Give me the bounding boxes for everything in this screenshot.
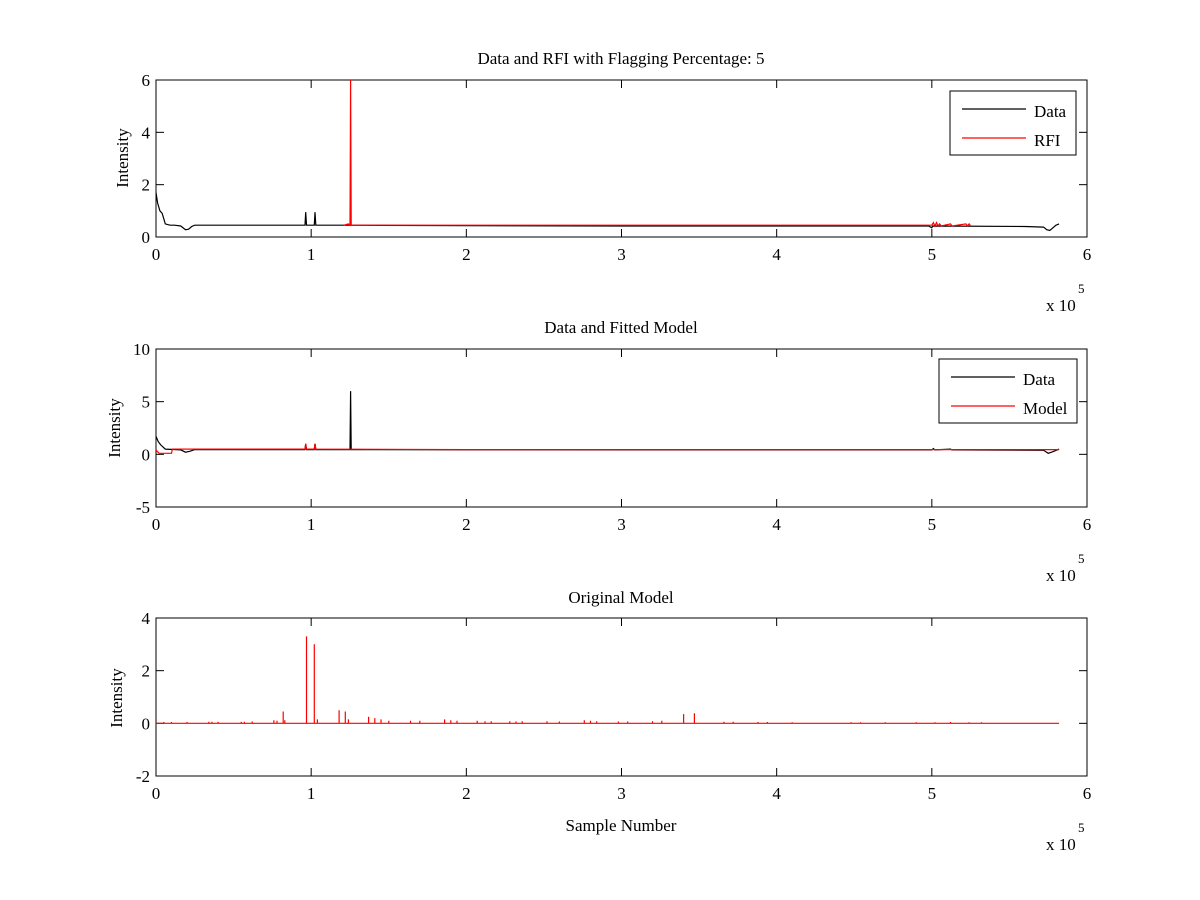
x-tick-label: 3: [617, 784, 626, 803]
subplot-data-and-fitted-model: Data and Fitted Model Intensity 0 1 2 3 4 5 6 -…: [105, 318, 1091, 585]
series-line-rfi: [343, 80, 972, 228]
subplot-title: Data and Fitted Model: [544, 318, 698, 337]
x-tick-label: 1: [307, 245, 316, 264]
legend-label: Data: [1023, 370, 1056, 389]
legend-box: [938, 358, 1078, 424]
y-axis-label: Intensity: [105, 398, 124, 458]
x-tick-label: 0: [152, 245, 161, 264]
y-axis-label: Intensity: [113, 128, 132, 188]
subplot-original-model: Original Model Intensity Sample Number 0…: [107, 588, 1091, 854]
y-axis-label: Intensity: [107, 668, 126, 728]
legend-box: [949, 90, 1077, 156]
y-tick-label: 2: [142, 176, 151, 195]
x-tick-label: 5: [928, 515, 937, 534]
x-tick-label: 4: [772, 784, 781, 803]
x-tick-label: 0: [152, 784, 161, 803]
x-exponent-power: 5: [1078, 281, 1085, 296]
y-tick-label: -5: [136, 498, 150, 517]
y-tick-label: 5: [142, 393, 151, 412]
legend-label: Data: [1034, 102, 1067, 121]
x-tick-label: 5: [928, 245, 937, 264]
x-tick-label: 2: [462, 245, 471, 264]
legend-label: RFI: [1034, 131, 1061, 150]
x-tick-label: 2: [462, 784, 471, 803]
subplot-title: Original Model: [568, 588, 674, 607]
legend: Data Model: [938, 358, 1078, 424]
x-exponent-power: 5: [1078, 551, 1085, 566]
y-tick-label: 4: [142, 609, 151, 628]
subplot-title: Data and RFI with Flagging Percentage: 5: [477, 49, 764, 68]
series-line-data: [156, 192, 1060, 232]
y-tick-label: 0: [142, 445, 151, 464]
y-tick-label: 10: [133, 340, 150, 359]
x-tick-label: 2: [462, 515, 471, 534]
y-tick-label: 2: [142, 662, 151, 681]
x-tick-label: 4: [772, 245, 781, 264]
x-exponent-base: x 10: [1046, 566, 1076, 585]
x-tick-label: 3: [617, 245, 626, 264]
y-tick-label: 0: [142, 714, 151, 733]
x-tick-label: 4: [772, 515, 781, 534]
legend: Data RFI: [949, 90, 1077, 156]
x-exponent-base: x 10: [1046, 296, 1076, 315]
legend-label: Model: [1023, 399, 1068, 418]
x-axis-label: Sample Number: [566, 816, 677, 835]
series-line-model: [156, 443, 1060, 454]
y-tick-label: 0: [142, 228, 151, 247]
x-tick-label: 6: [1083, 245, 1092, 264]
x-tick-label: 0: [152, 515, 161, 534]
y-tick-label: 6: [142, 71, 151, 90]
y-tick-label: 4: [142, 123, 151, 142]
x-tick-label: 6: [1083, 515, 1092, 534]
y-tick-label: -2: [136, 767, 150, 786]
x-tick-label: 6: [1083, 784, 1092, 803]
x-tick-label: 5: [928, 784, 937, 803]
x-tick-label: 1: [307, 515, 316, 534]
x-tick-label: 3: [617, 515, 626, 534]
x-exponent-base: x 10: [1046, 835, 1076, 854]
x-tick-label: 1: [307, 784, 316, 803]
x-exponent-power: 5: [1078, 820, 1085, 835]
series-line-model: [156, 636, 1060, 724]
subplot-data-and-rfi: Data and RFI with Flagging Percentage: 5…: [113, 49, 1091, 315]
